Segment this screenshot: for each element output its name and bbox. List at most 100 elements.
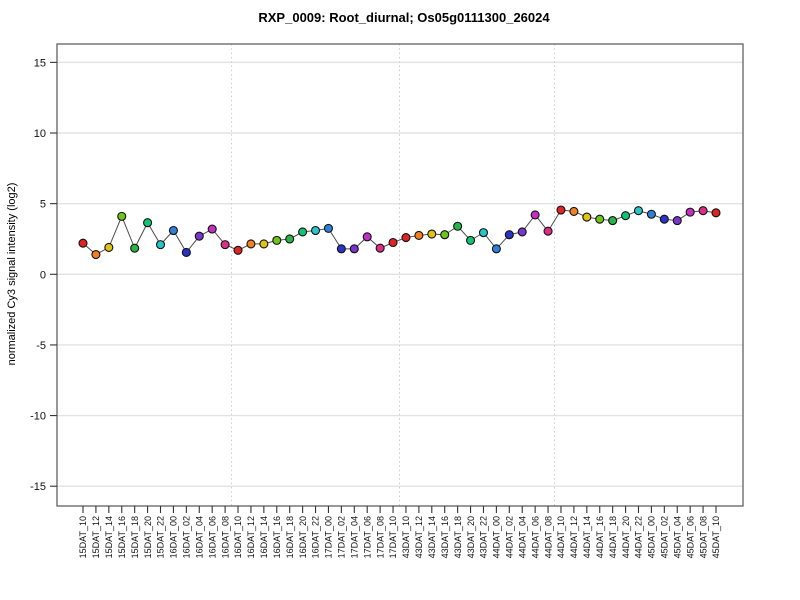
data-point bbox=[168, 225, 178, 236]
data-point bbox=[711, 208, 721, 218]
data-point bbox=[285, 234, 295, 244]
data-point bbox=[401, 233, 411, 243]
series-layer bbox=[78, 205, 721, 260]
data-point bbox=[685, 207, 695, 217]
data-point bbox=[633, 206, 644, 216]
data-point bbox=[349, 244, 359, 254]
data-point bbox=[478, 228, 489, 238]
data-point bbox=[427, 229, 437, 239]
x-tick-label: 16DAT_14 bbox=[259, 516, 269, 558]
x-tick-label: 17DAT_10 bbox=[388, 516, 398, 558]
y-tick-label: 0 bbox=[40, 269, 46, 281]
data-point bbox=[517, 227, 527, 237]
x-tick-label: 16DAT_04 bbox=[194, 516, 204, 558]
data-point bbox=[220, 240, 230, 250]
data-point bbox=[181, 247, 191, 257]
data-point bbox=[130, 243, 140, 253]
x-tick-label: 16DAT_02 bbox=[182, 516, 192, 558]
x-tick-label: 15DAT_16 bbox=[117, 516, 127, 558]
x-tick-label: 43DAT_22 bbox=[479, 516, 489, 558]
x-tick-label: 44DAT_16 bbox=[595, 516, 605, 558]
data-point bbox=[233, 245, 243, 255]
x-tick-label: 43DAT_16 bbox=[440, 516, 450, 558]
x-tick-label: 43DAT_20 bbox=[466, 516, 476, 558]
data-point bbox=[143, 218, 153, 228]
y-tick-label: -15 bbox=[30, 481, 46, 493]
data-point bbox=[207, 224, 217, 234]
data-point bbox=[323, 223, 333, 233]
data-point bbox=[336, 244, 346, 254]
x-tick-label: 43DAT_18 bbox=[453, 516, 463, 558]
x-tick-label: 44DAT_04 bbox=[517, 516, 527, 558]
data-point bbox=[246, 239, 256, 249]
x-tick-label: 15DAT_10 bbox=[78, 516, 88, 558]
x-tick-label: 44DAT_22 bbox=[634, 516, 644, 558]
x-tick-label: 44DAT_20 bbox=[621, 516, 631, 558]
x-tick-label: 16DAT_06 bbox=[207, 516, 217, 558]
plot-border bbox=[56, 43, 744, 507]
data-point bbox=[388, 237, 398, 248]
data-point bbox=[78, 238, 88, 248]
x-tick-label: 16DAT_08 bbox=[220, 516, 230, 558]
x-tick-label: 44DAT_14 bbox=[582, 516, 592, 558]
data-point bbox=[117, 211, 127, 221]
data-point bbox=[91, 249, 101, 260]
data-point bbox=[659, 214, 669, 224]
x-tick-label: 44DAT_10 bbox=[556, 516, 566, 558]
y-tick-label: -5 bbox=[36, 340, 46, 352]
x-tick-label: 17DAT_08 bbox=[375, 516, 385, 558]
x-tick-label: 45DAT_02 bbox=[660, 516, 670, 558]
y-tick-label: -10 bbox=[30, 411, 46, 423]
x-tick-label: 43DAT_12 bbox=[414, 516, 424, 558]
x-tick-label: 16DAT_18 bbox=[285, 516, 295, 558]
x-tick-label: 44DAT_06 bbox=[530, 516, 540, 558]
x-tick-label: 45DAT_08 bbox=[698, 516, 708, 558]
x-tick-label: 45DAT_04 bbox=[672, 516, 682, 558]
x-tick-label: 15DAT_12 bbox=[91, 516, 101, 558]
data-point bbox=[155, 240, 166, 250]
data-point bbox=[414, 230, 424, 240]
y-tick-label: 10 bbox=[34, 128, 46, 140]
data-point bbox=[310, 225, 321, 236]
data-point bbox=[466, 235, 476, 245]
x-tick-label: 15DAT_20 bbox=[143, 516, 153, 558]
data-point bbox=[621, 211, 631, 221]
data-point bbox=[582, 212, 592, 222]
x-tick-label: 17DAT_00 bbox=[324, 516, 334, 558]
x-tick-label: 16DAT_00 bbox=[169, 516, 179, 558]
data-point bbox=[362, 232, 372, 242]
x-tick-label: 43DAT_10 bbox=[401, 516, 411, 558]
data-point bbox=[530, 210, 540, 220]
data-point bbox=[453, 221, 463, 231]
y-tick-label: 5 bbox=[40, 199, 46, 211]
data-point bbox=[375, 243, 385, 253]
x-tick-label: 16DAT_10 bbox=[233, 516, 243, 558]
x-tick-label: 44DAT_02 bbox=[505, 516, 515, 558]
y-tick-label: 15 bbox=[34, 57, 46, 69]
x-tick-label: 15DAT_14 bbox=[104, 516, 114, 558]
data-point bbox=[491, 244, 501, 254]
data-point bbox=[698, 206, 708, 216]
data-point bbox=[569, 206, 579, 216]
data-point bbox=[298, 227, 308, 237]
data-point bbox=[556, 205, 566, 215]
data-point bbox=[104, 242, 114, 252]
data-point bbox=[672, 216, 682, 226]
x-tick-label: 45DAT_10 bbox=[711, 516, 721, 558]
x-tick-label: 44DAT_12 bbox=[569, 516, 579, 558]
y-axis-label: normalized Cy3 signal intensity (log2) bbox=[6, 183, 18, 366]
x-tick-label: 17DAT_02 bbox=[337, 516, 347, 558]
chart-title: RXP_0009: Root_diurnal; Os05g0111300_260… bbox=[258, 10, 550, 25]
data-point bbox=[440, 230, 450, 240]
data-point bbox=[272, 235, 282, 245]
grid-layer bbox=[57, 44, 743, 506]
x-tick-label: 17DAT_06 bbox=[362, 516, 372, 558]
data-point bbox=[608, 216, 618, 226]
data-point bbox=[543, 226, 553, 236]
data-point bbox=[646, 209, 656, 219]
x-tick-label: 16DAT_20 bbox=[298, 516, 308, 558]
x-tick-label: 44DAT_08 bbox=[543, 516, 553, 558]
data-point bbox=[595, 214, 605, 224]
